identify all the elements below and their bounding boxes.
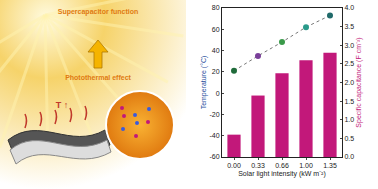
svg-text:0.33: 0.33: [251, 162, 265, 169]
svg-text:2.0: 2.0: [344, 79, 354, 86]
svg-text:4.0: 4.0: [344, 4, 354, 11]
svg-text:0: 0: [216, 90, 220, 97]
svg-text:T ↑: T ↑: [56, 100, 69, 110]
svg-text:1.0: 1.0: [344, 116, 354, 123]
svg-text:40: 40: [212, 47, 220, 54]
svg-text:0.00: 0.00: [227, 162, 241, 169]
svg-text:0.5: 0.5: [344, 135, 354, 142]
svg-text:0.0: 0.0: [344, 153, 354, 160]
svg-text:-20: -20: [209, 111, 219, 118]
svg-text:60: 60: [212, 26, 220, 33]
svg-text:Photothermal effect: Photothermal effect: [65, 74, 131, 81]
svg-text:1.5: 1.5: [344, 98, 354, 105]
svg-text:0.66: 0.66: [275, 162, 289, 169]
svg-text:Supercapacitor function: Supercapacitor function: [58, 8, 139, 16]
svg-text:2.5: 2.5: [344, 60, 354, 67]
svg-text:3.5: 3.5: [344, 23, 354, 30]
svg-text:-60: -60: [209, 153, 219, 160]
svg-text:Solar light intensity (kW m⁻²): Solar light intensity (kW m⁻²): [238, 170, 326, 178]
svg-text:1.00: 1.00: [299, 162, 313, 169]
svg-text:Temperature (°C): Temperature (°C): [200, 56, 208, 110]
svg-text:Specific capacitance (F cm⁻²): Specific capacitance (F cm⁻²): [355, 37, 363, 127]
svg-text:3.0: 3.0: [344, 42, 354, 49]
svg-text:80: 80: [212, 4, 220, 11]
svg-text:20: 20: [212, 68, 220, 75]
svg-text:1.35: 1.35: [323, 162, 337, 169]
svg-text:-40: -40: [209, 132, 219, 139]
